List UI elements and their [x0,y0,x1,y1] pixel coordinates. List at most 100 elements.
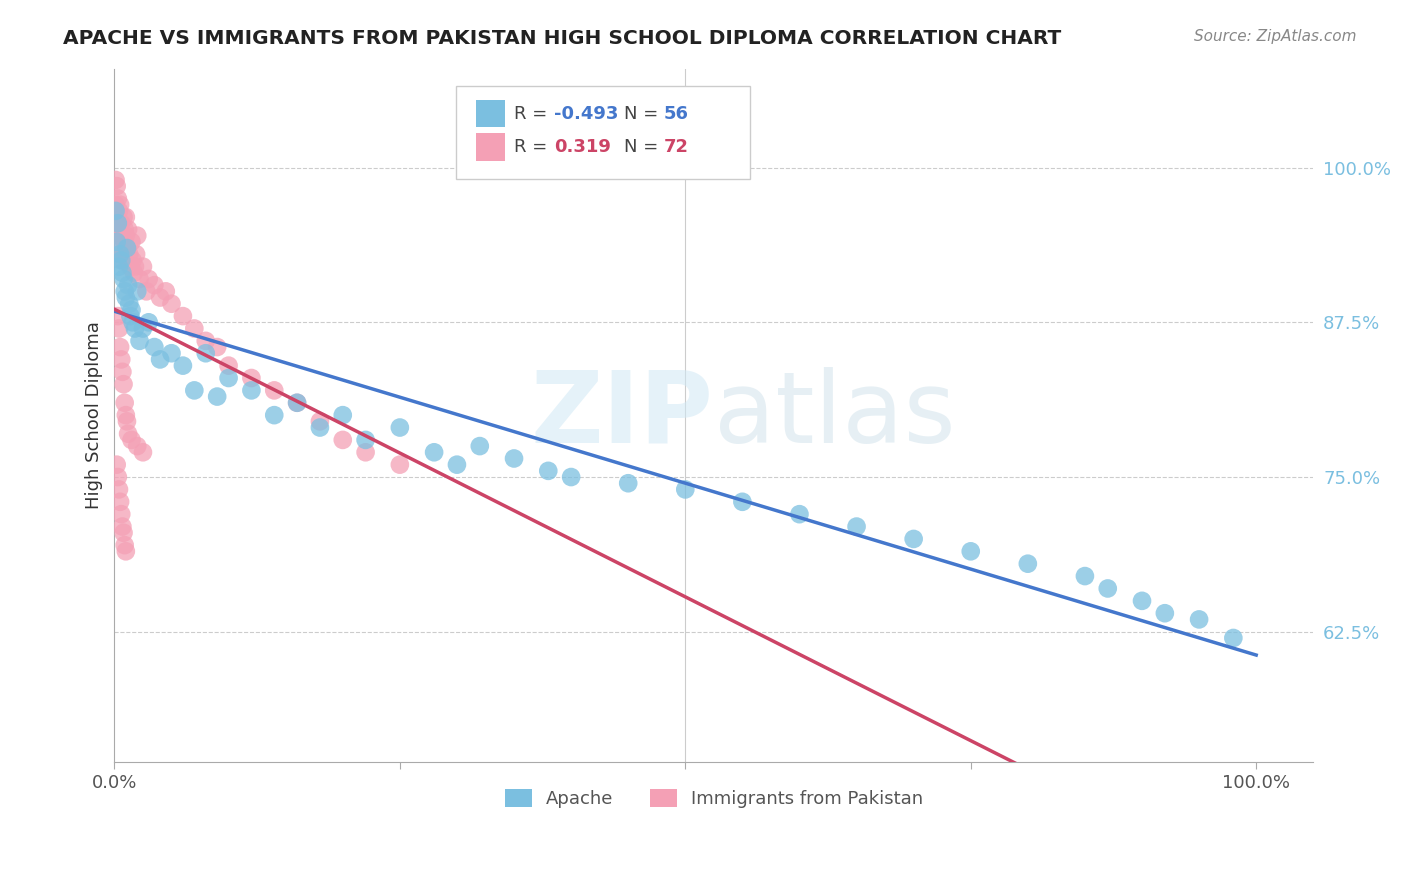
Point [205,390,228,404]
Point [105,179,128,194]
Text: N =: N = [624,138,664,156]
Point [114,228,136,243]
Point [111,365,134,379]
Point [1130,594,1153,608]
Point [114,538,136,552]
Point [118,247,141,261]
Point [111,228,134,243]
Point [1074,569,1097,583]
Point [117,222,139,236]
Point [114,285,136,299]
Point [110,352,132,367]
Point [194,346,217,360]
Text: R =: R = [513,138,553,156]
Point [673,483,696,497]
FancyBboxPatch shape [477,100,505,128]
Point [114,235,136,249]
Point [240,371,263,385]
Point [263,408,285,422]
Point [124,260,146,274]
Point [135,285,157,299]
Point [138,315,160,329]
Point [108,222,131,236]
Point [110,507,132,521]
Point [468,439,491,453]
Point [121,315,143,329]
Y-axis label: High School Diploma: High School Diploma [86,321,103,509]
Text: Source: ZipAtlas.com: Source: ZipAtlas.com [1194,29,1357,44]
Point [143,278,166,293]
Point [110,253,132,268]
Point [127,439,149,453]
Point [111,253,134,268]
Point [115,241,138,255]
Point [107,470,129,484]
Point [183,321,205,335]
Point [115,241,138,255]
Legend: Apache, Immigrants from Pakistan: Apache, Immigrants from Pakistan [498,781,931,815]
Point [160,297,183,311]
Point [112,272,135,286]
Point [118,297,141,311]
Text: APACHE VS IMMIGRANTS FROM PAKISTAN HIGH SCHOOL DIPLOMA CORRELATION CHART: APACHE VS IMMIGRANTS FROM PAKISTAN HIGH … [63,29,1062,47]
Point [114,222,136,236]
Point [845,519,868,533]
Point [128,272,150,286]
Point [132,445,155,459]
Point [112,377,135,392]
Point [205,340,228,354]
Point [114,408,136,422]
Point [388,420,411,434]
Point [117,426,139,441]
Point [121,302,143,317]
Point [354,445,377,459]
Point [112,210,135,224]
Point [111,519,134,533]
Point [132,260,155,274]
Text: atlas: atlas [714,367,956,464]
Point [110,241,132,255]
Point [309,420,332,434]
Point [731,495,754,509]
Point [121,235,143,249]
Point [194,334,217,348]
Point [120,309,142,323]
Point [124,321,146,335]
Text: N =: N = [624,104,664,122]
Point [218,359,240,373]
Point [155,285,177,299]
Point [115,414,138,428]
Point [105,235,128,249]
Point [172,359,194,373]
Point [114,210,136,224]
Point [149,291,172,305]
Point [1188,612,1211,626]
Point [143,340,166,354]
Point [112,247,135,261]
Text: -0.493: -0.493 [554,104,619,122]
Point [121,433,143,447]
Point [263,384,285,398]
FancyBboxPatch shape [477,133,505,161]
Point [121,253,143,268]
Point [117,278,139,293]
Point [332,433,354,447]
Point [388,458,411,472]
Point [104,197,127,211]
Text: R =: R = [513,104,553,122]
Point [107,192,129,206]
Text: ZIP: ZIP [531,367,714,464]
Point [107,216,129,230]
Point [240,384,263,398]
Point [108,321,131,335]
Point [172,309,194,323]
Point [110,216,132,230]
Point [122,266,145,280]
Point [108,483,131,497]
Point [104,203,127,218]
Point [108,340,131,354]
Point [1097,582,1119,596]
Point [128,334,150,348]
Point [125,247,148,261]
Point [105,458,128,472]
